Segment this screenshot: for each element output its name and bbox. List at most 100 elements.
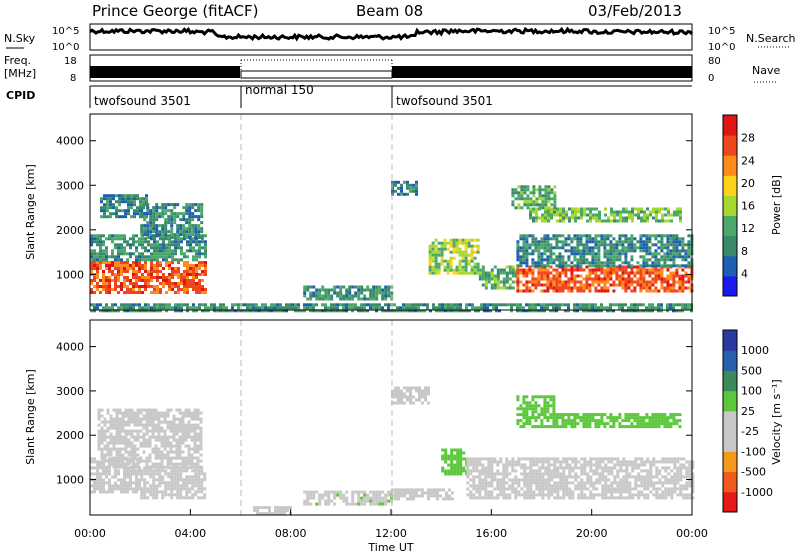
heatmap-cell [135, 240, 138, 244]
heatmap-cell [475, 469, 479, 473]
heatmap-cell [384, 493, 388, 497]
heatmap-cell [151, 414, 155, 418]
heatmap-cell [156, 276, 159, 279]
freq-label: Freq. [4, 54, 31, 67]
heatmap-cell [678, 249, 682, 253]
heatmap-cell [178, 411, 182, 415]
heatmap-cell [612, 255, 616, 259]
heatmap-cell [199, 444, 203, 448]
heatmap-cell [145, 417, 149, 421]
heatmap-cell [682, 463, 686, 467]
heatmap-cell [161, 227, 165, 231]
heatmap-cell [102, 240, 105, 244]
heatmap-cell [96, 270, 99, 273]
heatmap-cell [151, 426, 155, 430]
heatmap-cell [591, 261, 595, 265]
heatmap-cell [594, 234, 598, 238]
heatmap-cell [93, 267, 96, 270]
heatmap-cell [651, 271, 655, 275]
heatmap-cell [400, 395, 403, 399]
heatmap-cell [574, 213, 577, 217]
heatmap-cell [397, 491, 400, 495]
heatmap-cell [564, 243, 568, 247]
heatmap-cell [127, 420, 131, 424]
heatmap-cell [387, 288, 391, 292]
heatmap-cell [562, 478, 566, 482]
heatmap-cell [135, 478, 138, 482]
heatmap-cell [152, 493, 156, 497]
heatmap-cell [264, 306, 267, 310]
heatmap-cell [529, 478, 533, 482]
heatmap-cell [648, 283, 652, 287]
heatmap-cell [582, 309, 585, 313]
heatmap-cell [577, 484, 581, 488]
heatmap-cell [633, 286, 637, 290]
heatmap-cell [138, 472, 141, 476]
heatmap-cell [200, 221, 204, 225]
heatmap-cell [639, 274, 643, 278]
heatmap-cell [154, 423, 158, 427]
heatmap-cell [147, 273, 150, 276]
heatmap-cell [654, 252, 658, 256]
heatmap-cell [198, 306, 201, 310]
heatmap-cell [155, 493, 159, 497]
heatmap-cell [661, 207, 664, 211]
heatmap-cell [144, 270, 147, 273]
heatmap-cell [582, 261, 586, 265]
heatmap-cell [450, 303, 453, 307]
heatmap-cell [360, 490, 364, 494]
heatmap-cell [177, 285, 180, 288]
heatmap-cell [126, 484, 129, 488]
heatmap-cell [396, 309, 399, 313]
heatmap-cell [165, 279, 168, 282]
heatmap-cell [201, 270, 204, 273]
colorbar-swatch [723, 135, 737, 156]
heatmap-cell [541, 478, 545, 482]
heatmap-cell [195, 264, 198, 267]
heatmap-cell [670, 213, 673, 217]
heatmap-cell [366, 297, 370, 301]
heatmap-cell [607, 219, 610, 223]
heatmap-cell [357, 291, 361, 295]
heatmap-cell [151, 447, 155, 451]
heatmap-cell [594, 246, 598, 250]
heatmap-cell [666, 306, 669, 310]
heatmap-cell [564, 271, 568, 275]
heatmap-cell [168, 282, 171, 285]
heatmap-cell [597, 249, 601, 253]
heatmap-cell [162, 303, 165, 307]
heatmap-cell [580, 493, 584, 497]
heatmap-cell [546, 268, 550, 272]
heatmap-cell [657, 309, 660, 313]
heatmap-cell [93, 484, 96, 488]
heatmap-cell [652, 210, 655, 214]
heatmap-cell [187, 414, 191, 418]
heatmap-cell [129, 487, 132, 491]
heatmap-cell [405, 309, 408, 313]
heatmap-cell [184, 423, 188, 427]
heatmap-cell [318, 294, 322, 298]
heatmap-cell [130, 408, 134, 412]
heatmap-cell [470, 247, 474, 251]
heatmap-cell [100, 420, 104, 424]
heatmap-cell [265, 512, 268, 516]
heatmap-cell [321, 294, 325, 298]
heatmap-cell [532, 463, 536, 467]
heatmap-cell [490, 478, 494, 482]
heatmap-cell [588, 261, 592, 265]
velocity-data [90, 386, 695, 516]
heatmap-cell [129, 252, 132, 256]
heatmap-cell [577, 207, 580, 211]
heatmap-cell [372, 496, 376, 500]
heatmap-cell [391, 189, 394, 193]
heatmap-cell [528, 280, 532, 284]
heatmap-cell [360, 306, 363, 310]
heatmap-cell [627, 249, 631, 253]
heatmap-cell [118, 441, 122, 445]
heatmap-cell [144, 255, 147, 259]
heatmap-cell [549, 277, 553, 281]
heatmap-cell [561, 419, 565, 423]
heatmap-cell [191, 224, 195, 228]
heatmap-cell [544, 478, 548, 482]
heatmap-cell [198, 282, 201, 285]
